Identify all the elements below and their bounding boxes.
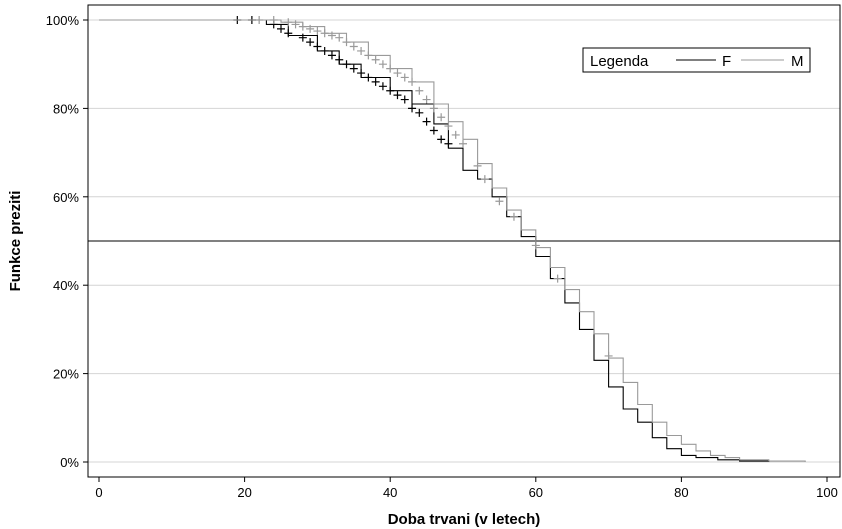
censor-mark [364, 51, 373, 60]
censor-mark [342, 38, 351, 47]
y-tick-label: 100% [46, 13, 80, 28]
y-axis-title: Funkce preziti [7, 191, 24, 292]
y-tick-label: 0% [60, 455, 79, 470]
censor-mark [327, 31, 336, 40]
censor-mark [291, 20, 300, 29]
censor-mark [444, 139, 453, 148]
survival-curve-m [99, 19, 806, 462]
censor-mark [378, 60, 387, 69]
censor-mark [357, 46, 366, 55]
censor-mark [298, 22, 307, 31]
censor-mark [437, 113, 446, 122]
y-tick-label: 20% [53, 367, 79, 382]
censor-mark [306, 24, 315, 33]
x-tick-label: 100 [816, 485, 838, 500]
censor-mark [531, 241, 540, 250]
censor-mark [386, 86, 395, 95]
censor-mark [306, 38, 315, 47]
censor-mark [342, 60, 351, 69]
x-tick-label: 20 [237, 485, 251, 500]
censor-mark [495, 197, 504, 206]
x-tick-label: 40 [383, 485, 397, 500]
legend-label-m: M [791, 53, 804, 70]
survival-curve-f [99, 19, 770, 462]
x-tick-label: 80 [674, 485, 688, 500]
censor-mark [429, 104, 438, 113]
censor-mark [349, 64, 358, 73]
censor-mark [604, 351, 613, 360]
censor-mark [269, 16, 278, 24]
censor-mark [415, 108, 424, 117]
censor-mark [400, 95, 409, 104]
censor-mark [437, 135, 446, 144]
censor-mark [422, 95, 431, 104]
censor-mark [444, 122, 453, 131]
censor-mark [451, 130, 460, 139]
legend-title: Legenda [590, 53, 649, 70]
censor-mark [320, 29, 329, 38]
censor-mark [400, 73, 409, 82]
x-tick-label: 0 [95, 485, 102, 500]
series-m [99, 16, 806, 462]
censor-mark [386, 64, 395, 73]
y-tick-label: 40% [53, 278, 79, 293]
censor-mark [422, 117, 431, 126]
censor-mark [371, 77, 380, 86]
censor-mark [284, 29, 293, 38]
censor-mark [553, 274, 562, 283]
censor-mark [335, 55, 344, 64]
censor-mark [320, 46, 329, 55]
censor-mark [284, 18, 293, 27]
legend-label-f: F [722, 53, 731, 70]
x-tick-label: 60 [529, 485, 543, 500]
series-layer [99, 16, 806, 462]
censor-mark [335, 33, 344, 42]
censor-mark [408, 77, 417, 86]
censor-mark [313, 42, 322, 51]
censor-mark [313, 27, 322, 36]
plot-border [87, 4, 841, 478]
censor-mark [480, 175, 489, 184]
censor-mark [429, 126, 438, 135]
censor-mark [509, 212, 518, 221]
censor-mark [415, 86, 424, 95]
censor-mark [327, 51, 336, 60]
censor-mark [408, 104, 417, 113]
censor-mark [459, 139, 467, 148]
censor-mark [277, 24, 285, 33]
ticks-layer: 0% 20% 40% 60% 80% 100% 0 20 40 60 80 100 [46, 13, 838, 500]
y-tick-label: 80% [53, 101, 79, 116]
y-tick-label: 60% [53, 190, 79, 205]
censor-mark [473, 161, 482, 170]
censor-mark [298, 33, 307, 42]
censor-mark [371, 55, 380, 64]
censor-mark [393, 91, 402, 100]
censor-mark [364, 73, 373, 82]
censor-mark [349, 42, 358, 51]
plot-frame [87, 4, 841, 478]
censor-mark [378, 82, 387, 91]
censor-mark [357, 69, 366, 78]
legend: Legenda F M [582, 47, 811, 73]
x-axis-title: Doba trvani (v letech) [388, 511, 541, 528]
censor-mark [393, 69, 402, 78]
censor-mark [255, 16, 264, 24]
series-f [99, 16, 770, 462]
